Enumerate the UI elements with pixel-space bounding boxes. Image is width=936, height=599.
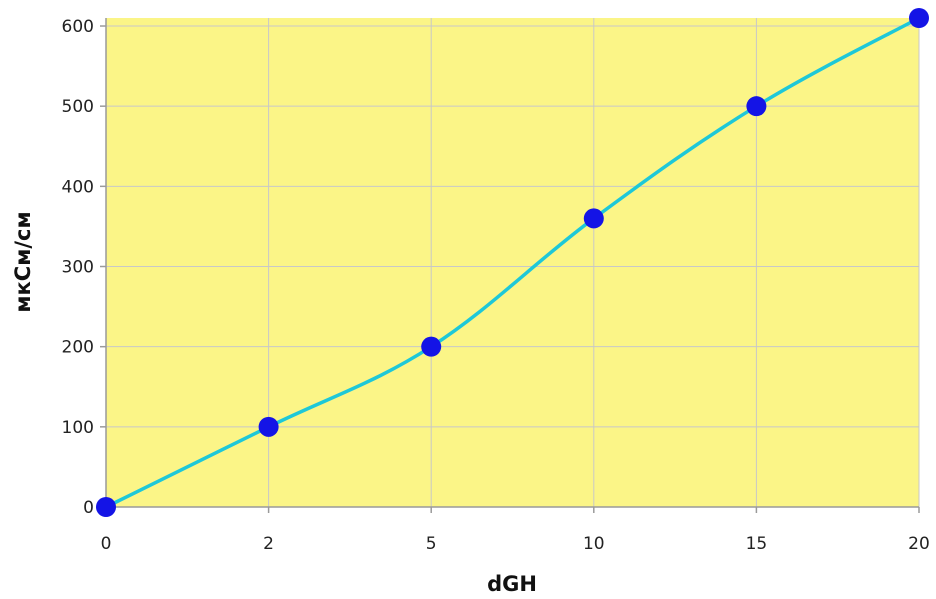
y-tick-label: 200 xyxy=(62,338,94,358)
data-point xyxy=(909,8,929,28)
y-tick-label: 400 xyxy=(62,177,94,197)
series-line xyxy=(104,16,921,509)
data-point xyxy=(96,497,116,517)
axes xyxy=(105,18,919,508)
data-point xyxy=(258,416,279,437)
x-tick-label: 0 xyxy=(101,534,112,554)
y-tick-label: 500 xyxy=(62,97,94,117)
y-tick-label: 600 xyxy=(62,17,94,37)
data-points xyxy=(96,8,929,517)
y-tick-label: 300 xyxy=(62,258,94,278)
y-axis-ticks: 0 100 200 300 400 500 600 xyxy=(62,17,106,518)
y-tick-label: 100 xyxy=(62,418,94,438)
data-point xyxy=(421,336,442,357)
x-tick-label: 2 xyxy=(263,534,274,554)
x-tick-label: 15 xyxy=(746,534,768,554)
y-axis-title: мкСм/см xyxy=(11,211,35,312)
x-tick-label: 20 xyxy=(908,534,930,554)
plot-area xyxy=(106,18,919,507)
x-tick-label: 10 xyxy=(583,534,605,554)
data-point xyxy=(746,96,767,117)
x-axis-title: dGH xyxy=(487,572,537,596)
x-axis-ticks: 0 2 5 10 15 20 xyxy=(101,507,930,554)
x-tick-label: 5 xyxy=(426,534,437,554)
y-tick-label: 0 xyxy=(83,498,94,518)
data-point xyxy=(583,208,604,229)
